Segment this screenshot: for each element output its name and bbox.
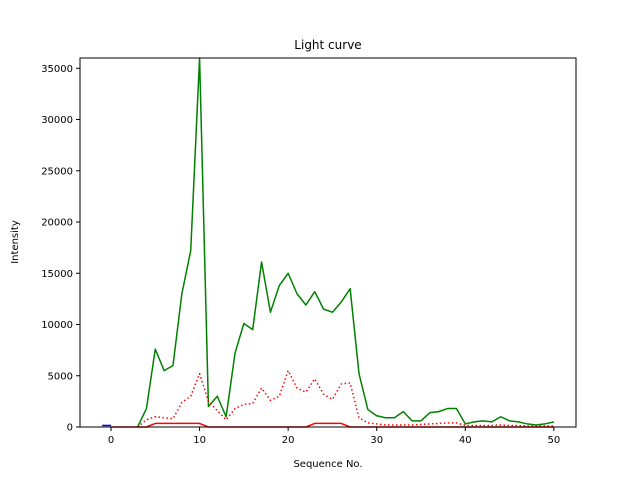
plot-lines	[102, 57, 555, 428]
series-line-3	[137, 422, 554, 428]
x-tick-label: 40	[459, 435, 472, 446]
y-tick-label: 30000	[41, 115, 73, 126]
x-axis-label: Sequence No.	[293, 459, 362, 470]
chart-title: Light curve	[294, 38, 361, 52]
y-tick-label: 0	[67, 423, 73, 434]
y-tick-label: 10000	[41, 320, 73, 331]
y-tick-label: 5000	[48, 371, 73, 382]
y-tick-label: 25000	[41, 166, 73, 177]
y-axis-ticks: 0 5000 10000 15000 20000 25000 30000 35000	[41, 64, 80, 434]
x-tick-label: 10	[193, 435, 206, 446]
y-tick-label: 35000	[41, 64, 73, 75]
x-tick-label: 0	[108, 435, 114, 446]
x-tick-label: 50	[547, 435, 560, 446]
plot-frame	[79, 57, 577, 428]
y-tick-label: 15000	[41, 269, 73, 280]
series-line-2	[137, 369, 554, 428]
x-tick-label: 30	[370, 435, 383, 446]
series-line-1	[136, 57, 555, 428]
x-axis-ticks: 0 10 20 30 40 50	[108, 427, 560, 446]
y-tick-label: 20000	[41, 218, 73, 229]
x-tick-label: 20	[282, 435, 295, 446]
y-axis-label: Intensity	[10, 220, 21, 264]
